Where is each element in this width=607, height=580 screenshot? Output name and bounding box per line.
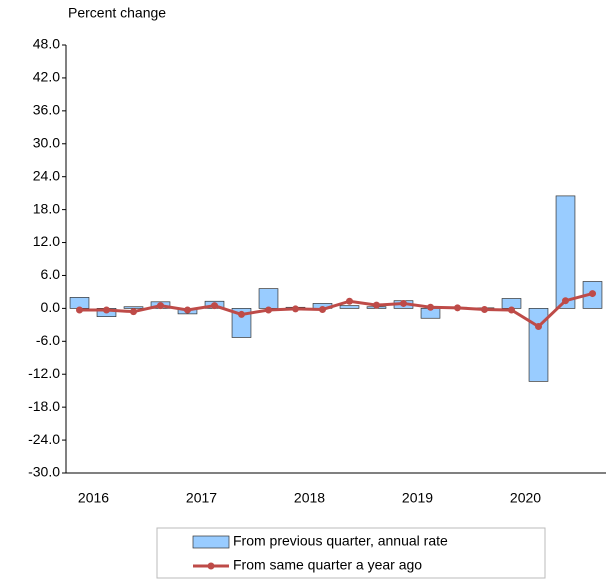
line-point <box>427 303 434 311</box>
line-point <box>535 322 542 330</box>
y-tick-label: -12.0 <box>28 365 60 381</box>
y-tick-label: 30.0 <box>33 134 60 150</box>
bar <box>555 195 576 309</box>
line-point <box>373 301 380 309</box>
y-tick-label: -30.0 <box>28 464 60 480</box>
line-point <box>508 306 515 314</box>
bar <box>339 305 360 309</box>
y-tick-label: 18.0 <box>33 200 60 216</box>
bar <box>123 306 144 309</box>
y-tick-label: 36.0 <box>33 102 60 118</box>
y-axis-label: Percent change <box>68 5 166 21</box>
line-point <box>454 304 461 312</box>
y-tick-label: -24.0 <box>28 431 60 447</box>
line-point <box>562 297 569 305</box>
line-point <box>76 306 83 314</box>
bar <box>528 308 549 382</box>
line-point <box>319 305 326 313</box>
line-point <box>346 297 353 305</box>
x-group-label: 2017 <box>186 490 217 506</box>
y-tick-label: 48.0 <box>33 36 60 52</box>
line-point <box>292 305 299 313</box>
x-group-label: 2018 <box>294 490 325 506</box>
y-tick-label: 0.0 <box>41 299 61 315</box>
y-tick-label: -18.0 <box>28 398 60 414</box>
y-tick-label: 24.0 <box>33 167 60 183</box>
y-tick-label: -6.0 <box>36 332 60 348</box>
line-point <box>481 305 488 313</box>
x-group-label: 2020 <box>510 490 541 506</box>
line-point <box>157 302 164 310</box>
line-point <box>103 306 110 314</box>
y-tick-label: 42.0 <box>33 69 60 85</box>
line-point <box>238 310 245 318</box>
line-point <box>265 306 272 314</box>
line-point <box>400 299 407 307</box>
bar <box>258 288 279 309</box>
x-group-label: 2019 <box>402 490 433 506</box>
legend-label: From previous quarter, annual rate <box>233 533 448 549</box>
legend-label: From same quarter a year ago <box>233 557 422 573</box>
line-point <box>211 302 218 310</box>
line-point <box>589 290 596 298</box>
y-tick-label: 12.0 <box>33 233 60 249</box>
x-group-label: 2016 <box>78 490 109 506</box>
line-point <box>184 306 191 314</box>
line <box>79 292 593 329</box>
y-tick-label: 6.0 <box>41 266 61 282</box>
bar <box>231 308 252 338</box>
legend-swatch <box>207 562 215 570</box>
line-point <box>130 308 137 316</box>
legend-swatch <box>192 535 230 549</box>
